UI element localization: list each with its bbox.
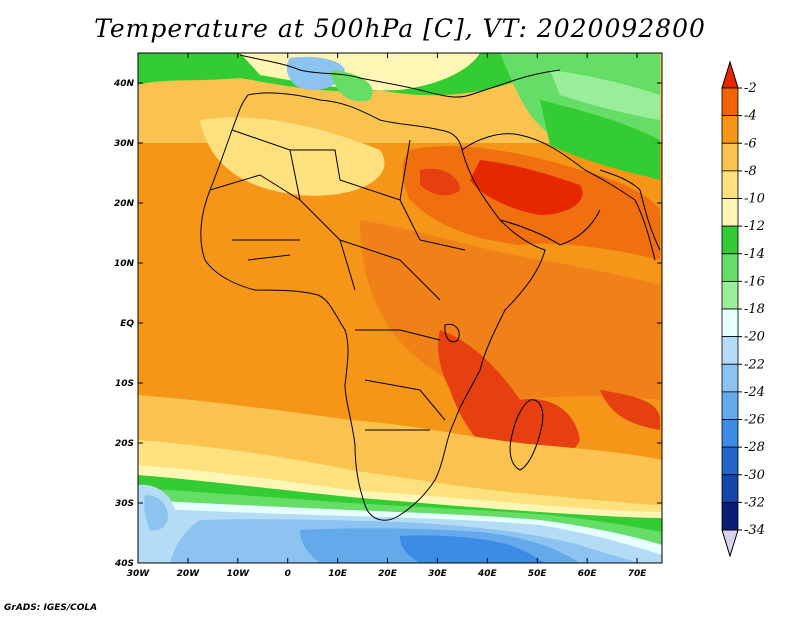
colorbar-label: -28 [744, 440, 765, 455]
field-ne-pale [550, 70, 660, 120]
lon-tick-label: 0 [285, 569, 291, 579]
lat-tick-label: 40N [113, 79, 135, 89]
colorbar-swatch [721, 253, 739, 282]
europe-coast [239, 54, 561, 98]
grads-credit: GrADS: IGES/COLA [4, 603, 98, 613]
lon-tick-label: 20W [177, 569, 201, 579]
colorbar-label: -34 [744, 523, 765, 538]
colorbar-label: -12 [744, 219, 765, 234]
borders-1 [209, 129, 466, 431]
colorbar-label: -18 [744, 302, 765, 317]
colorbar-label: -16 [744, 274, 765, 289]
madagascar-coast [509, 399, 544, 471]
arabia-coast [461, 133, 656, 261]
lat-tick-label: 30N [114, 139, 135, 149]
colorbar-swatch [721, 501, 739, 531]
field-sw-colder [144, 495, 168, 531]
field-europe-green [330, 70, 373, 102]
lake-victoria [444, 323, 460, 343]
lon-tick-label: 50E [528, 569, 548, 579]
india-coast [599, 169, 661, 251]
lat-tick-label: 20S [115, 439, 134, 449]
lat-tick-label: 10S [115, 379, 134, 389]
field-warm-mozambique [438, 330, 534, 470]
colorbar-label: -22 [744, 357, 765, 372]
colorbar-swatch [721, 225, 739, 255]
lat-tick-label: 40S [114, 559, 134, 569]
colorbar-swatch [721, 363, 739, 393]
colorbar-label: -26 [744, 413, 765, 428]
colorbar-label: -2 [744, 81, 757, 96]
colorbar-swatch [721, 336, 739, 365]
colorbar-swatch [721, 142, 739, 172]
lat-tick-label: 20N [114, 199, 135, 209]
field-sahara-cool [200, 117, 385, 196]
colorbar-label: -20 [744, 330, 765, 345]
lat-tick-label: 30S [115, 499, 134, 509]
field-hot-sudan [420, 168, 460, 196]
lon-tick-label: 30W [127, 569, 151, 579]
lat-tick-label: EQ [120, 319, 134, 329]
colorbar-label: -6 [744, 136, 757, 151]
lon-tick-label: 40E [477, 569, 498, 579]
colorbar-swatch [721, 115, 739, 144]
africa-coastline [200, 92, 546, 521]
colorbar-label: -8 [744, 164, 757, 179]
colorbar: -2 -4 -6 -8 -10 -12 -14 -16 -18 -20 -22 -24 -26 -28 -3… [721, 60, 765, 558]
field-europe-cold [286, 56, 345, 90]
colorbar-label: -10 [744, 192, 765, 207]
lon-tick-label: 30E [428, 569, 448, 579]
colorbar-swatch [721, 474, 739, 503]
colorbar-swatch [721, 87, 739, 117]
colorbar-swatch [721, 391, 739, 420]
coastlines [200, 54, 661, 521]
map-title: Temperature at 500hPa [C], VT: 202009280… [94, 14, 706, 43]
lon-tick-label: 70E [628, 569, 648, 579]
colorbar-swatch [721, 170, 739, 199]
colorbar-label: -30 [744, 468, 765, 483]
colorbar-label: -24 [744, 385, 765, 400]
plot-frame [137, 52, 663, 564]
colorbar-label: -14 [744, 247, 765, 262]
lon-tick-label: 10E [328, 569, 348, 579]
colorbar-bottom-arrow [721, 529, 739, 558]
field-warm-indian [600, 390, 660, 430]
colorbar-label: -4 [744, 109, 757, 124]
lon-tick-label: 10W [227, 569, 251, 579]
field-warm-central [360, 220, 660, 400]
lat-tick-label: 10N [114, 259, 135, 269]
lon-tick-label: 20E [378, 569, 398, 579]
temperature-field [138, 53, 662, 563]
colorbar-swatch [721, 280, 739, 310]
colorbar-top-arrow [721, 60, 739, 89]
axis-ticks: 30W 20W 10W 0 10E 20E 30E 40E 50E 60E 70E 40N 30N 20N… [113, 53, 662, 579]
colorbar-swatch [721, 308, 739, 338]
field-hot-arabia [470, 160, 583, 215]
colorbar-label: -32 [744, 495, 765, 510]
field-ne-green2 [540, 100, 660, 180]
colorbar-swatch [721, 198, 739, 227]
colorbar-swatch [721, 446, 739, 476]
colorbar-swatch [721, 419, 739, 448]
field-south-blue4 [400, 535, 545, 563]
lon-tick-label: 60E [578, 569, 598, 579]
